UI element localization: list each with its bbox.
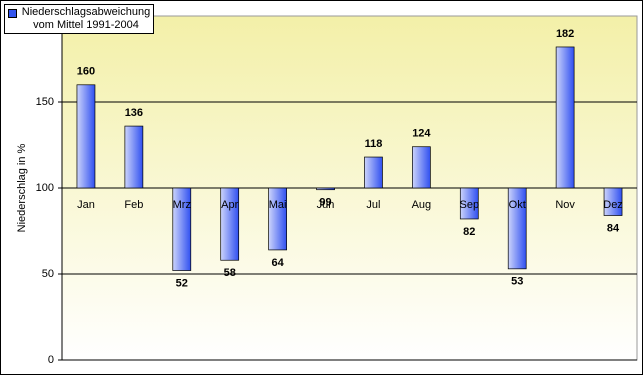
bar — [316, 187, 335, 191]
y-axis-label: Niederschlag in % — [16, 143, 28, 232]
bar — [220, 187, 240, 261]
x-tick-label: Mrz — [173, 199, 191, 211]
value-label: 160 — [77, 66, 95, 78]
bar — [459, 187, 479, 220]
value-label: 84 — [607, 222, 620, 234]
value-label: 136 — [125, 107, 143, 119]
value-label: 58 — [224, 267, 236, 279]
bar — [364, 156, 383, 189]
value-label: 99 — [319, 197, 331, 209]
value-label: 64 — [272, 257, 285, 269]
x-tick-label: Feb — [124, 199, 143, 211]
bar — [268, 187, 287, 251]
y-tick-label: 0 — [48, 354, 54, 366]
x-tick-label: Jun — [317, 199, 335, 211]
bar — [412, 146, 431, 189]
bar — [507, 187, 527, 270]
bar — [603, 187, 623, 216]
value-label: 82 — [463, 226, 475, 238]
value-label: 182 — [556, 28, 574, 40]
x-tick-label: Nov — [555, 199, 575, 211]
y-tick-label: 150 — [36, 96, 54, 108]
y-tick-label: 50 — [42, 268, 54, 280]
value-label: 118 — [365, 138, 383, 150]
value-label: 124 — [412, 128, 431, 140]
y-tick-label: 100 — [36, 182, 54, 194]
x-tick-label: Apr — [221, 199, 238, 211]
value-label: 52 — [176, 277, 188, 289]
legend: Niederschlagsabweichung vom Mittel 1991-… — [4, 4, 154, 34]
bar — [172, 187, 192, 271]
x-tick-label: Dez — [603, 199, 623, 211]
value-label: 53 — [511, 276, 523, 288]
bar — [555, 46, 575, 189]
x-tick-label: Jan — [77, 199, 95, 211]
bar — [76, 84, 96, 189]
x-tick-label: Okt — [509, 199, 526, 211]
x-tick-label: Aug — [412, 199, 432, 211]
legend-label: Niederschlagsabweichung vom Mittel 1991-… — [21, 6, 151, 31]
x-tick-label: Jul — [366, 199, 380, 211]
bar — [124, 125, 144, 189]
x-tick-label: Sep — [460, 199, 480, 211]
x-tick-label: Mai — [269, 199, 287, 211]
legend-swatch — [8, 9, 17, 18]
